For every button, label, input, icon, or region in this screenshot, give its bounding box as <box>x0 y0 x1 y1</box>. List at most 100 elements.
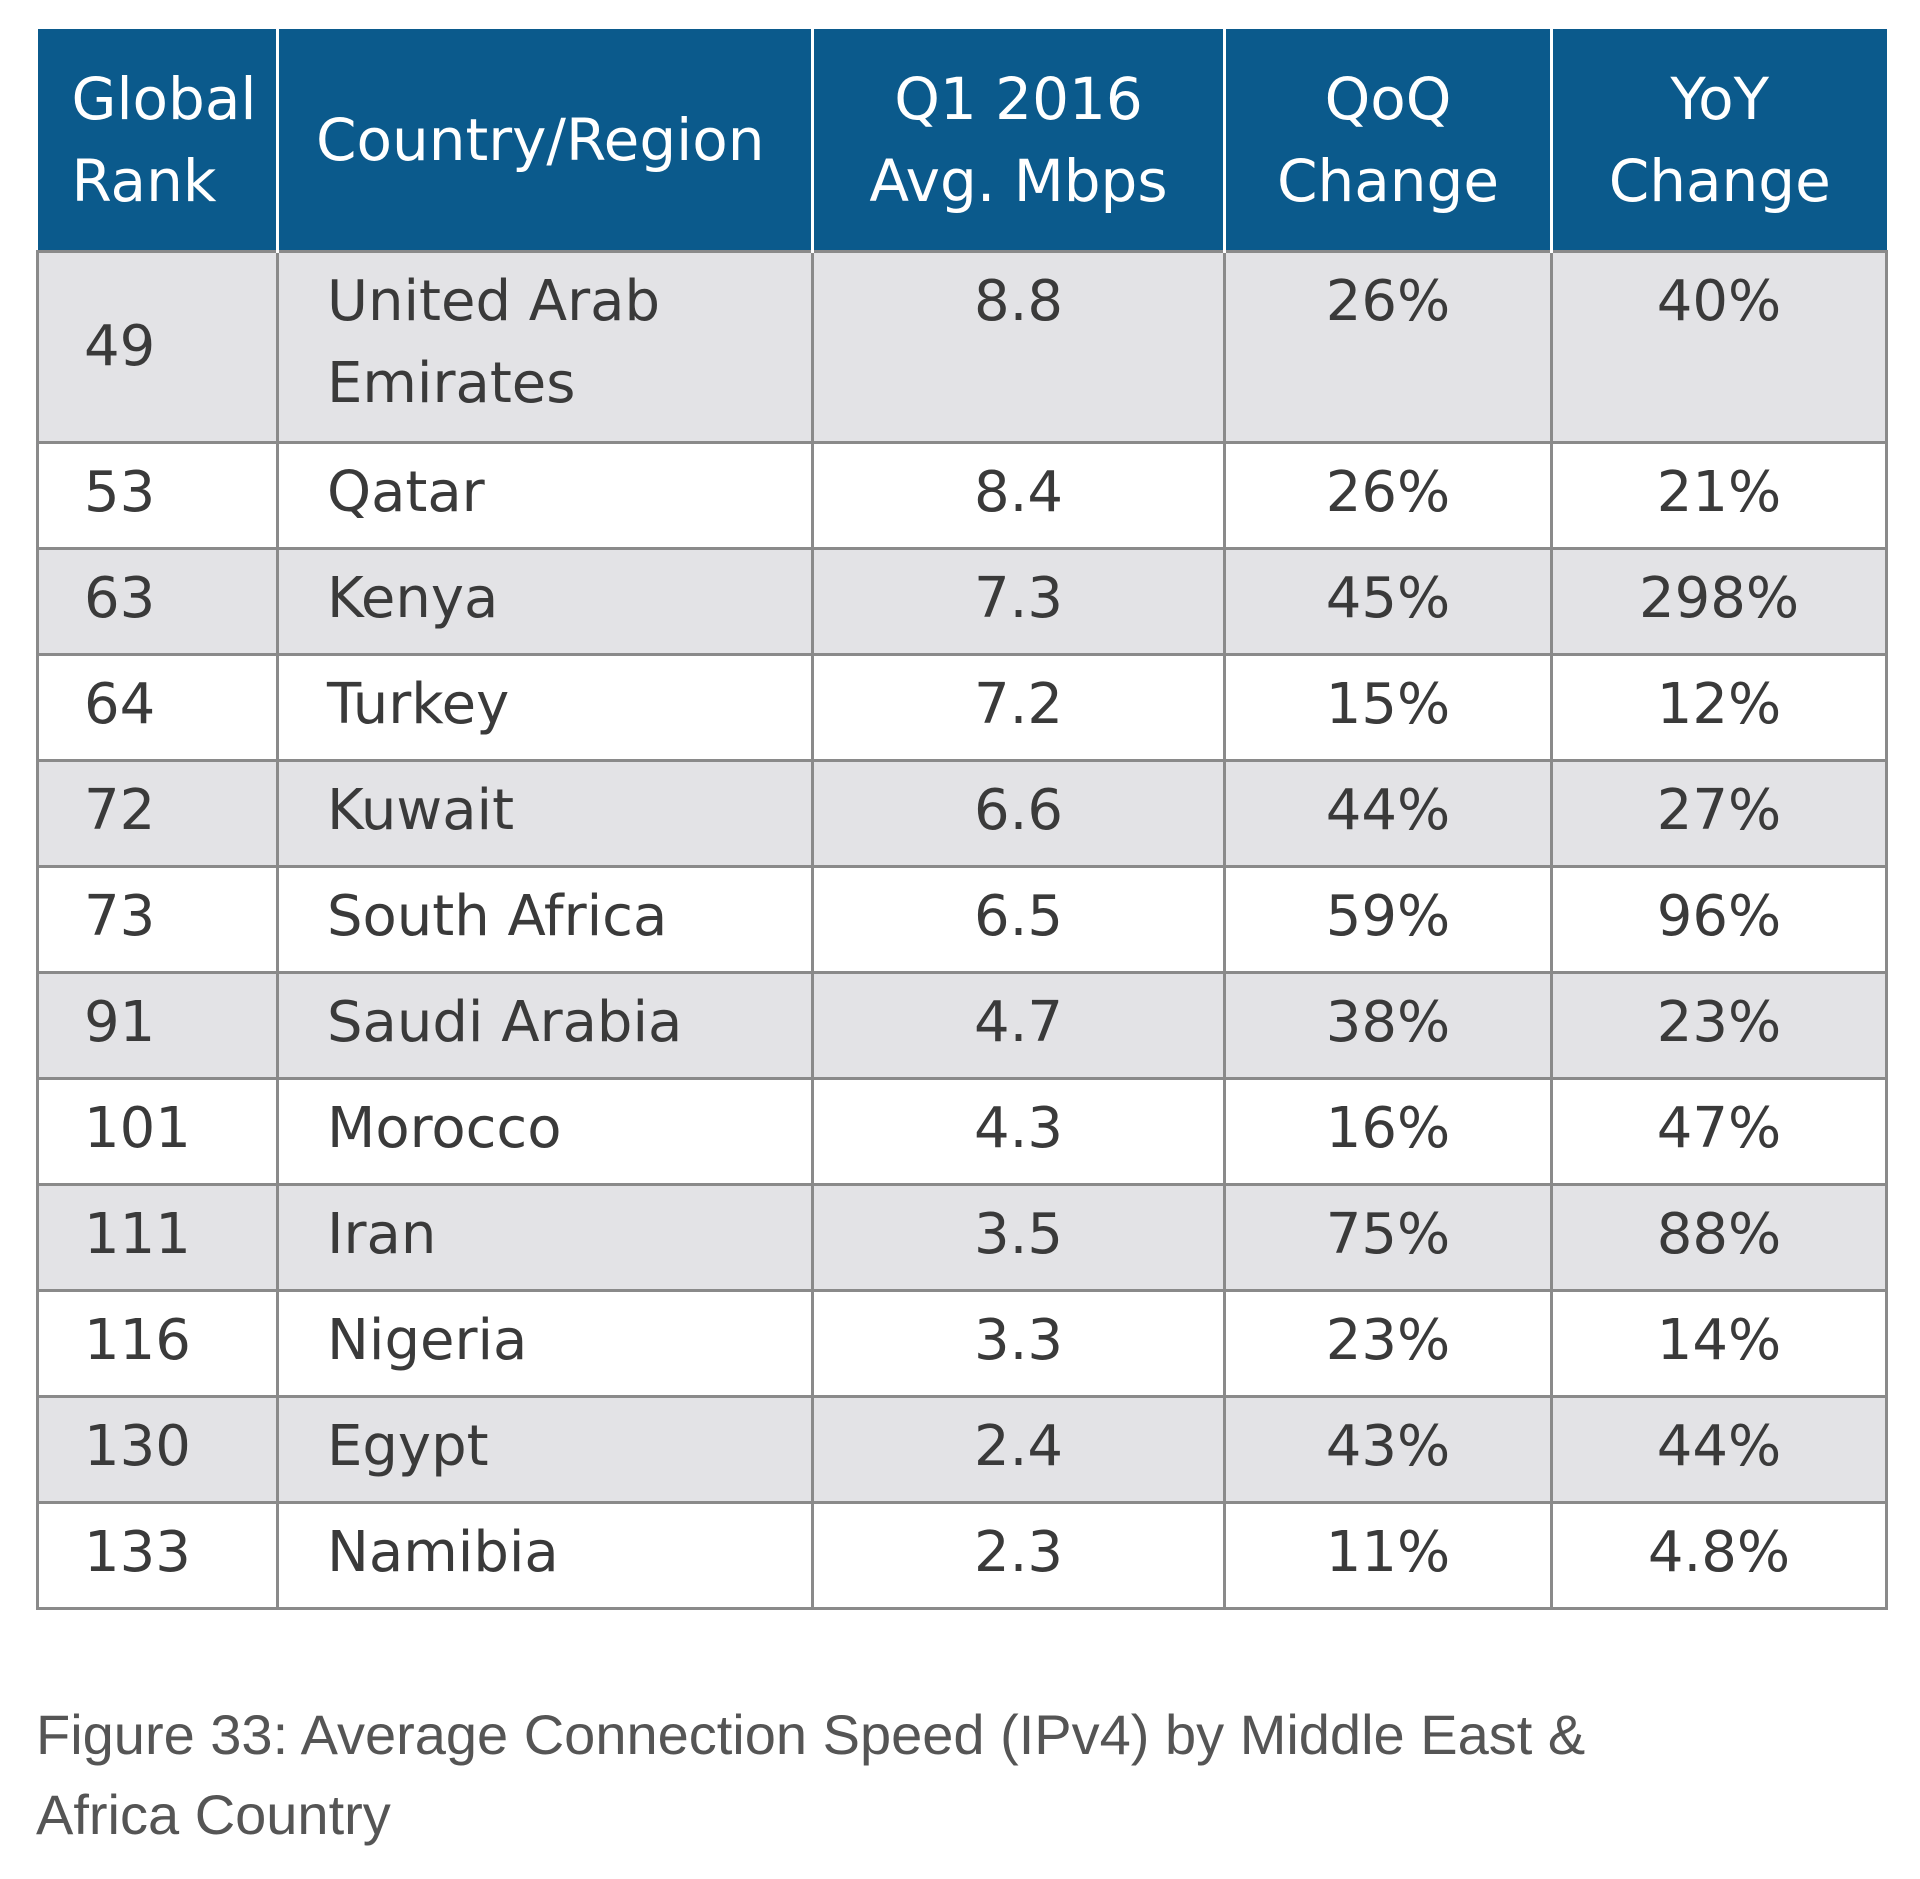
yoy-change-cell: 298% <box>1550 547 1888 656</box>
country-name-line: United Arab <box>327 269 660 334</box>
header-avg-mbps: Q1 2016 Avg. Mbps <box>811 29 1226 252</box>
rank-cell: 72 <box>36 759 279 868</box>
country-name-line: Saudi Arabia <box>327 990 683 1055</box>
header-line: Q1 2016 <box>894 64 1143 133</box>
caption-line: Figure 33: Average Connection Speed (IPv… <box>36 1703 1586 1766</box>
country-cell: Namibia <box>276 1501 814 1610</box>
header-line: QoQ <box>1324 64 1452 133</box>
country-cell: United Arab Emirates <box>276 250 814 444</box>
yoy-change-cell: 40% <box>1550 250 1888 444</box>
rank-cell: 49 <box>36 250 279 444</box>
header-line: Avg. Mbps <box>869 146 1168 215</box>
yoy-change-cell: 27% <box>1550 759 1888 868</box>
header-line: Change <box>1276 146 1500 215</box>
yoy-change-cell: 4.8% <box>1550 1501 1888 1610</box>
rank-cell: 63 <box>36 547 279 656</box>
country-name-line: Morocco <box>327 1096 562 1161</box>
qoq-change-cell: 43% <box>1223 1395 1553 1504</box>
table-row: 49 United Arab Emirates 8.8 26% 40% <box>36 250 1888 444</box>
avg-mbps-cell: 2.4 <box>811 1395 1226 1504</box>
country-name-line: Egypt <box>327 1414 489 1479</box>
rank-cell: 111 <box>36 1183 279 1292</box>
avg-mbps-cell: 3.5 <box>811 1183 1226 1292</box>
rank-cell: 73 <box>36 865 279 974</box>
avg-mbps-cell: 3.3 <box>811 1289 1226 1398</box>
header-qoq-change: QoQ Change <box>1223 29 1553 252</box>
table-container: Global Rank Country/Region Q1 2016 Avg. … <box>36 29 1888 1610</box>
header-country-region: Country/Region <box>276 29 814 252</box>
country-cell: Iran <box>276 1183 814 1292</box>
yoy-change-cell: 23% <box>1550 971 1888 1080</box>
avg-mbps-cell: 4.7 <box>811 971 1226 1080</box>
header-global-rank: Global Rank <box>37 29 279 252</box>
caption-line: Africa Country <box>36 1783 391 1846</box>
header-line: Change <box>1608 146 1831 215</box>
connection-speed-table: Global Rank Country/Region Q1 2016 Avg. … <box>36 29 1888 1610</box>
country-name-line: South Africa <box>327 884 668 949</box>
table-row: 111 Iran 3.5 75% 88% <box>36 1183 1888 1292</box>
avg-mbps-cell: 4.3 <box>811 1077 1226 1186</box>
country-cell: Morocco <box>276 1077 814 1186</box>
qoq-change-cell: 45% <box>1223 547 1553 656</box>
figure-caption: Figure 33: Average Connection Speed (IPv… <box>36 1695 1836 1855</box>
qoq-change-cell: 75% <box>1223 1183 1553 1292</box>
country-name-line: Kuwait <box>327 778 515 843</box>
country-cell: Saudi Arabia <box>276 971 814 1080</box>
country-name-line: Kenya <box>327 566 499 631</box>
country-name-line: Nigeria <box>327 1308 528 1373</box>
header-row: Global Rank Country/Region Q1 2016 Avg. … <box>37 29 1887 252</box>
rank-cell: 130 <box>36 1395 279 1504</box>
country-cell: Egypt <box>276 1395 814 1504</box>
qoq-change-cell: 26% <box>1223 250 1553 444</box>
header-yoy-change: YoY Change <box>1550 29 1887 252</box>
table-row: 73 South Africa 6.5 59% 96% <box>36 865 1888 974</box>
table-row: 133 Namibia 2.3 11% 4.8% <box>36 1501 1888 1610</box>
table-row: 53 Qatar 8.4 26% 21% <box>36 441 1888 550</box>
qoq-change-cell: 23% <box>1223 1289 1553 1398</box>
avg-mbps-cell: 2.3 <box>811 1501 1226 1610</box>
qoq-change-cell: 38% <box>1223 971 1553 1080</box>
table-row: 72 Kuwait 6.6 44% 27% <box>36 759 1888 868</box>
rank-cell: 133 <box>36 1501 279 1610</box>
rank-cell: 53 <box>36 441 279 550</box>
table-header: Global Rank Country/Region Q1 2016 Avg. … <box>37 29 1887 252</box>
rank-cell: 64 <box>36 653 279 762</box>
header-line: Country/Region <box>316 105 765 174</box>
country-name-line: Turkey <box>327 672 510 737</box>
yoy-change-cell: 12% <box>1550 653 1888 762</box>
country-cell: Kuwait <box>276 759 814 868</box>
qoq-change-cell: 15% <box>1223 653 1553 762</box>
rank-cell: 101 <box>36 1077 279 1186</box>
country-name-line: Emirates <box>327 351 576 416</box>
table-row: 63 Kenya 7.3 45% 298% <box>36 547 1888 656</box>
country-name-line: Iran <box>327 1202 437 1267</box>
rank-cell: 116 <box>36 1289 279 1398</box>
avg-mbps-cell: 8.8 <box>811 250 1226 444</box>
yoy-change-cell: 44% <box>1550 1395 1888 1504</box>
avg-mbps-cell: 7.3 <box>811 547 1226 656</box>
yoy-change-cell: 14% <box>1550 1289 1888 1398</box>
country-name-line: Namibia <box>327 1520 559 1585</box>
country-cell: Qatar <box>276 441 814 550</box>
country-cell: Nigeria <box>276 1289 814 1398</box>
qoq-change-cell: 26% <box>1223 441 1553 550</box>
qoq-change-cell: 16% <box>1223 1077 1553 1186</box>
country-cell: Turkey <box>276 653 814 762</box>
yoy-change-cell: 21% <box>1550 441 1888 550</box>
qoq-change-cell: 11% <box>1223 1501 1553 1610</box>
table-row: 91 Saudi Arabia 4.7 38% 23% <box>36 971 1888 1080</box>
table-row: 101 Morocco 4.3 16% 47% <box>36 1077 1888 1186</box>
qoq-change-cell: 59% <box>1223 865 1553 974</box>
country-name-line: Qatar <box>327 460 485 525</box>
header-line: YoY <box>1670 64 1770 133</box>
yoy-change-cell: 96% <box>1550 865 1888 974</box>
yoy-change-cell: 88% <box>1550 1183 1888 1292</box>
avg-mbps-cell: 6.6 <box>811 759 1226 868</box>
table-body: 49 United Arab Emirates 8.8 26% 40% 53 Qatar 8.4… <box>36 250 1888 1610</box>
avg-mbps-cell: 6.5 <box>811 865 1226 974</box>
table-row: 116 Nigeria 3.3 23% 14% <box>36 1289 1888 1398</box>
table-row: 64 Turkey 7.2 15% 12% <box>36 653 1888 762</box>
rank-cell: 91 <box>36 971 279 1080</box>
header-line: Global <box>71 64 257 133</box>
avg-mbps-cell: 8.4 <box>811 441 1226 550</box>
